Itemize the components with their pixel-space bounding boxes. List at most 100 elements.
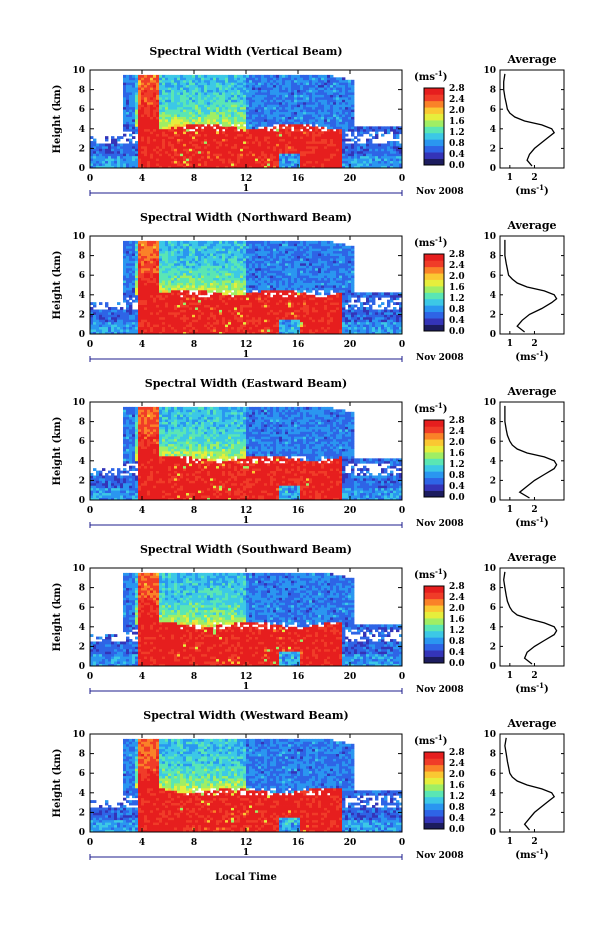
heatmap-cell [249, 119, 253, 122]
heatmap-cell [207, 262, 211, 266]
heatmap-cell [186, 96, 190, 100]
heatmap-cell [231, 282, 235, 286]
heatmap-cell [387, 143, 391, 147]
heatmap-cell [351, 79, 355, 83]
heatmap-cell [204, 165, 208, 169]
heatmap-cell [159, 128, 163, 132]
heatmap-cell [123, 116, 127, 120]
heatmap-cell [156, 136, 160, 139]
heatmap-cell [231, 121, 235, 125]
heatmap-cell [285, 158, 289, 162]
heatmap-cell [135, 243, 139, 247]
heatmap-cell [237, 74, 241, 78]
heatmap-cell [219, 104, 223, 108]
heatmap-cell [393, 165, 397, 169]
heatmap-cell [222, 267, 226, 271]
heatmap-cell [123, 324, 127, 328]
heatmap-cell [150, 89, 154, 93]
heatmap-cell [186, 128, 190, 132]
heatmap-cell [189, 307, 193, 310]
heatmap-cell [144, 280, 148, 283]
heatmap-cell [210, 155, 214, 159]
heatmap-cell [336, 121, 340, 125]
heatmap-cell [135, 309, 139, 313]
heatmap-cell [183, 163, 187, 166]
heatmap-cell [159, 138, 163, 142]
heatmap-cell [180, 155, 184, 159]
heatmap-cell [201, 148, 205, 152]
heatmap-cell [249, 163, 253, 166]
heatmap-cell [282, 116, 286, 120]
heatmap-cell [141, 158, 145, 162]
heatmap-cell [225, 109, 229, 113]
heatmap-cell [264, 92, 268, 95]
heatmap-cell [138, 321, 142, 325]
heatmap-cell [198, 314, 202, 318]
heatmap-cell [207, 138, 211, 142]
heatmap-cell [168, 272, 172, 276]
heatmap-cell [243, 116, 247, 120]
heatmap-cell [279, 123, 283, 127]
heatmap-cell [393, 128, 397, 132]
heatmap-cell [183, 89, 187, 93]
heatmap-cell [174, 302, 178, 305]
heatmap-cell [300, 94, 304, 98]
heatmap-cell [204, 158, 208, 162]
heatmap-cell [108, 158, 112, 162]
heatmap-cell [165, 297, 169, 301]
heatmap-cell [168, 280, 172, 283]
heatmap-cell [393, 153, 397, 157]
heatmap-cell [219, 114, 223, 117]
heatmap-cell [306, 121, 310, 125]
heatmap-cell [345, 104, 349, 108]
heatmap-cell [231, 324, 235, 328]
heatmap-cell [129, 270, 133, 274]
heatmap-cell [288, 131, 292, 135]
heatmap-cell [336, 92, 340, 95]
heatmap-cell [198, 272, 202, 276]
heatmap-cell [204, 260, 208, 264]
heatmap-cell [330, 104, 334, 108]
heatmap-cell [153, 331, 157, 335]
heatmap-cell [258, 158, 262, 162]
heatmap-cell [237, 138, 241, 142]
heatmap-cell [306, 84, 310, 88]
heatmap-cell [174, 160, 178, 164]
heatmap-cell [189, 314, 193, 318]
heatmap-cell [255, 96, 259, 100]
heatmap-cell [240, 304, 244, 308]
heatmap-cell [285, 109, 289, 113]
heatmap-cell [228, 319, 232, 323]
heatmap-cell [264, 116, 268, 120]
heatmap-cell [234, 267, 238, 271]
heatmap-cell [195, 136, 199, 139]
heatmap-cell [174, 92, 178, 95]
heatmap-cell [159, 324, 163, 328]
heatmap-cell [324, 133, 328, 137]
heatmap-cell [375, 160, 379, 164]
heatmap-cell [165, 114, 169, 117]
heatmap-cell [270, 116, 274, 120]
heatmap-cell [249, 133, 253, 137]
heatmap-cell [366, 155, 370, 159]
heatmap-cell [246, 248, 250, 252]
heatmap-cell [360, 145, 364, 149]
heatmap-cell [108, 316, 112, 320]
heatmap-cell [306, 87, 310, 90]
heatmap-cell [234, 277, 238, 281]
heatmap-cell [336, 89, 340, 93]
heatmap-cell [357, 150, 361, 154]
heatmap-cell [156, 141, 160, 144]
heatmap-cell [255, 133, 259, 137]
heatmap-cell [135, 82, 139, 86]
heatmap-cell [351, 155, 355, 159]
heatmap-cell [321, 94, 325, 98]
heatmap-cell [111, 150, 115, 154]
heatmap-cell [297, 141, 301, 144]
heatmap-cell [99, 319, 103, 323]
heatmap-cell [342, 89, 346, 93]
heatmap-cell [135, 277, 139, 281]
heatmap-cell [288, 150, 292, 154]
heatmap-cell [234, 131, 238, 135]
heatmap-cell [153, 321, 157, 325]
